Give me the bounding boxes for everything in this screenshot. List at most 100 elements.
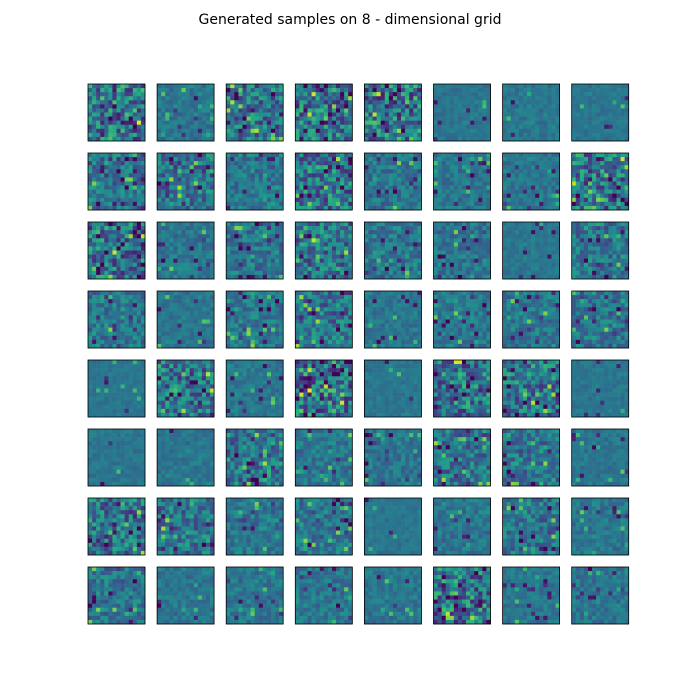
panel-frame	[87, 290, 146, 349]
sample-panel-r4-c7	[502, 290, 561, 349]
panel-frame	[571, 221, 630, 280]
panel-frame	[156, 221, 215, 280]
panel-frame	[363, 290, 422, 349]
sample-panel-r6-c7	[502, 428, 561, 487]
panel-frame	[87, 83, 146, 142]
sample-panel-r7-c3	[225, 497, 284, 556]
panel-frame	[156, 359, 215, 418]
sample-panel-r4-c8	[571, 290, 630, 349]
sample-panel-r4-c5	[363, 290, 422, 349]
panel-frame	[156, 428, 215, 487]
sample-panel-r2-c4	[294, 152, 353, 211]
panel-frame	[87, 566, 146, 625]
panel-frame	[571, 83, 630, 142]
sample-panel-r3-c2	[156, 221, 215, 280]
panel-frame	[571, 359, 630, 418]
panel-frame	[363, 83, 422, 142]
sample-panel-r7-c1	[87, 497, 146, 556]
panel-frame	[502, 290, 561, 349]
sample-panel-r3-c3	[225, 221, 284, 280]
sample-panel-r6-c2	[156, 428, 215, 487]
sample-panel-r6-c5	[363, 428, 422, 487]
panel-frame	[294, 566, 353, 625]
sample-panel-r8-c1	[87, 566, 146, 625]
panel-frame	[225, 428, 284, 487]
chart-title: Generated samples on 8 - dimensional gri…	[198, 12, 502, 28]
panel-frame	[363, 566, 422, 625]
sample-panel-r3-c6	[433, 221, 491, 280]
panel-frame	[225, 359, 284, 418]
sample-panel-r5-c5	[363, 359, 422, 418]
sample-panel-r2-c3	[225, 152, 284, 211]
sample-panel-r5-c3	[225, 359, 284, 418]
panel-frame	[87, 152, 146, 211]
panel-frame	[502, 83, 561, 142]
panel-frame	[571, 428, 630, 487]
sample-panel-r8-c3	[225, 566, 284, 625]
panel-frame	[433, 221, 491, 280]
panel-frame	[156, 152, 215, 211]
panel-frame	[433, 497, 491, 556]
sample-panel-r2-c7	[502, 152, 561, 211]
sample-panel-r1-c1	[87, 83, 146, 142]
sample-panel-r8-c2	[156, 566, 215, 625]
panel-frame	[433, 290, 491, 349]
panel-frame	[363, 359, 422, 418]
sample-panel-r8-c4	[294, 566, 353, 625]
sample-panel-r6-c6	[433, 428, 491, 487]
sample-panel-r1-c2	[156, 83, 215, 142]
panel-frame	[87, 428, 146, 487]
panel-frame	[433, 152, 491, 211]
panel-frame	[156, 497, 215, 556]
sample-panel-r3-c7	[502, 221, 561, 280]
sample-panel-r7-c5	[363, 497, 422, 556]
panel-frame	[571, 566, 630, 625]
sample-panel-r2-c2	[156, 152, 215, 211]
panel-frame	[294, 83, 353, 142]
sample-panel-r4-c3	[225, 290, 284, 349]
sample-panel-r5-c6	[433, 359, 491, 418]
panel-frame	[225, 221, 284, 280]
panel-frame	[87, 221, 146, 280]
panel-frame	[433, 83, 491, 142]
panel-frame	[294, 359, 353, 418]
sample-panel-r5-c2	[156, 359, 215, 418]
panel-frame	[502, 359, 561, 418]
panel-frame	[294, 428, 353, 487]
panel-frame	[87, 497, 146, 556]
panel-frame	[87, 359, 146, 418]
panel-frame	[571, 497, 630, 556]
sample-panel-r2-c5	[363, 152, 422, 211]
panel-frame	[225, 497, 284, 556]
sample-panel-r4-c1	[87, 290, 146, 349]
sample-panel-r8-c5	[363, 566, 422, 625]
sample-panel-r3-c4	[294, 221, 353, 280]
sample-panel-r4-c2	[156, 290, 215, 349]
panel-frame	[294, 290, 353, 349]
panel-frame	[363, 497, 422, 556]
panel-frame	[502, 428, 561, 487]
panel-frame	[502, 497, 561, 556]
sample-panel-r8-c6	[433, 566, 491, 625]
panel-frame	[225, 152, 284, 211]
sample-panel-r7-c6	[433, 497, 491, 556]
sample-panel-r7-c8	[571, 497, 630, 556]
panel-frame	[433, 566, 491, 625]
sample-panel-r1-c7	[502, 83, 561, 142]
panel-frame	[433, 428, 491, 487]
panel-frame	[571, 152, 630, 211]
panel-frame	[502, 152, 561, 211]
sample-panel-r5-c7	[502, 359, 561, 418]
panel-frame	[363, 152, 422, 211]
sample-panel-r8-c8	[571, 566, 630, 625]
panel-frame	[294, 152, 353, 211]
sample-panel-r2-c6	[433, 152, 491, 211]
sample-panel-r6-c1	[87, 428, 146, 487]
sample-panel-r5-c4	[294, 359, 353, 418]
sample-panel-r1-c6	[433, 83, 491, 142]
sample-panel-r7-c2	[156, 497, 215, 556]
sample-panel-r6-c3	[225, 428, 284, 487]
sample-panel-r3-c8	[571, 221, 630, 280]
sample-panel-r5-c8	[571, 359, 630, 418]
